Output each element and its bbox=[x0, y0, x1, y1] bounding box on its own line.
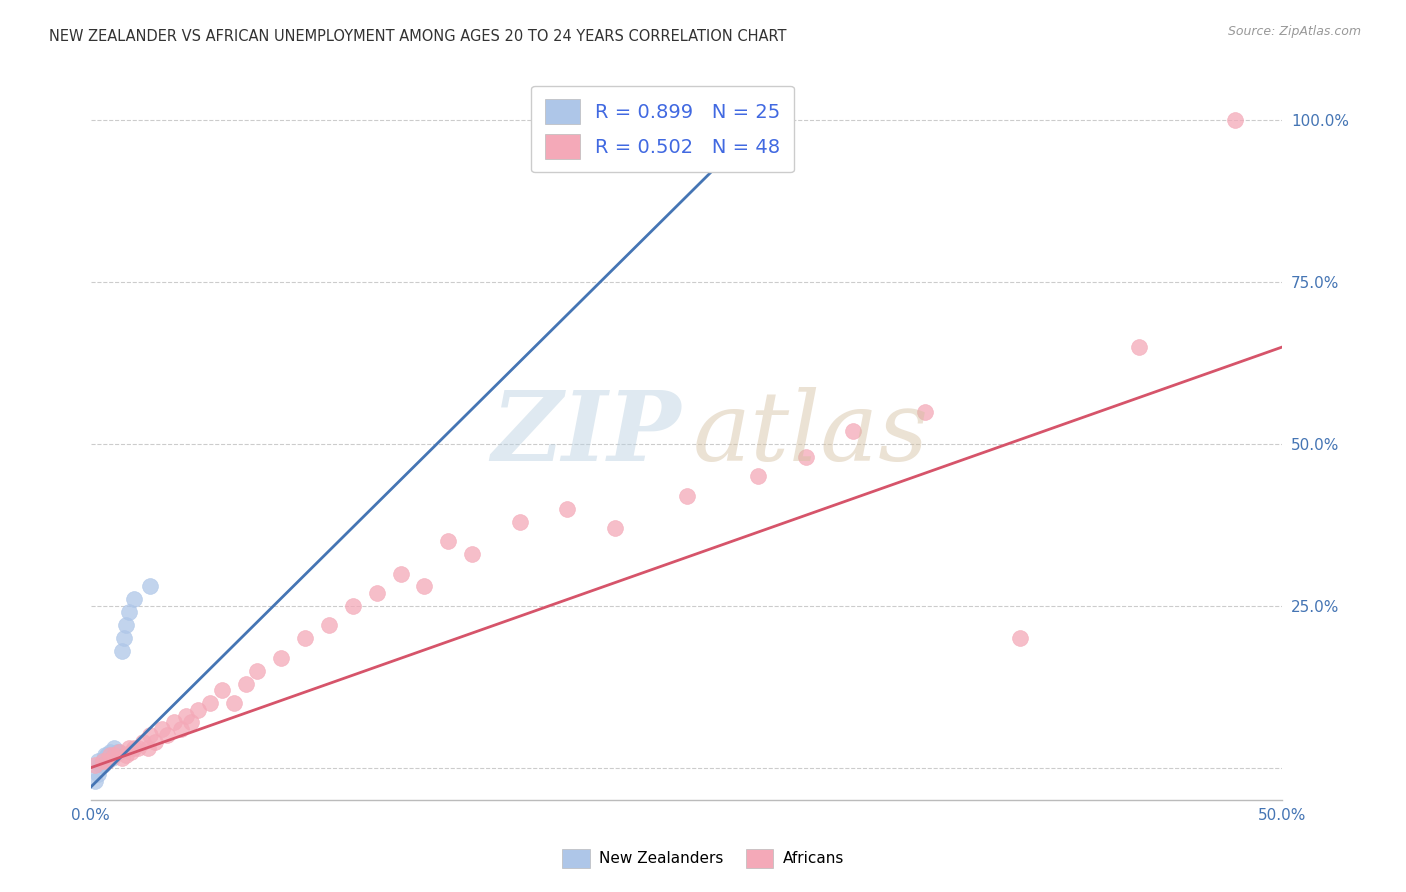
Point bbox=[509, 515, 531, 529]
Point bbox=[270, 650, 292, 665]
Point bbox=[110, 751, 132, 765]
Point bbox=[557, 501, 579, 516]
Point bbox=[1010, 632, 1032, 646]
Point bbox=[914, 405, 936, 419]
Point bbox=[366, 586, 388, 600]
Point bbox=[96, 754, 118, 768]
Point bbox=[156, 728, 179, 742]
Point bbox=[122, 741, 145, 756]
Point bbox=[187, 702, 209, 716]
Point bbox=[118, 606, 141, 620]
Point bbox=[91, 754, 114, 768]
Text: Source: ZipAtlas.com: Source: ZipAtlas.com bbox=[1227, 25, 1361, 38]
Legend: R = 0.899   N = 25, R = 0.502   N = 48: R = 0.899 N = 25, R = 0.502 N = 48 bbox=[531, 86, 794, 172]
Point bbox=[318, 618, 340, 632]
Point bbox=[96, 747, 118, 762]
Point bbox=[94, 747, 117, 762]
Point bbox=[120, 745, 142, 759]
Text: NEW ZEALANDER VS AFRICAN UNEMPLOYMENT AMONG AGES 20 TO 24 YEARS CORRELATION CHAR: NEW ZEALANDER VS AFRICAN UNEMPLOYMENT AM… bbox=[49, 29, 787, 44]
Point bbox=[103, 747, 125, 762]
Point bbox=[115, 618, 138, 632]
Point bbox=[437, 534, 460, 549]
Point bbox=[108, 745, 131, 759]
Point bbox=[723, 126, 745, 140]
Legend: New Zealanders, Africans: New Zealanders, Africans bbox=[555, 843, 851, 873]
Point bbox=[143, 735, 166, 749]
Point bbox=[84, 757, 107, 772]
Point bbox=[163, 715, 186, 730]
Point bbox=[675, 489, 697, 503]
Point bbox=[110, 644, 132, 658]
Point bbox=[118, 741, 141, 756]
Text: atlas: atlas bbox=[693, 387, 928, 482]
Point bbox=[222, 696, 245, 710]
Point bbox=[174, 709, 197, 723]
Point bbox=[115, 747, 138, 762]
Point bbox=[87, 754, 110, 768]
Point bbox=[91, 757, 114, 772]
Point bbox=[150, 722, 173, 736]
Point bbox=[101, 747, 124, 762]
Point bbox=[98, 747, 121, 762]
Point bbox=[96, 754, 118, 768]
Point bbox=[180, 715, 202, 730]
Point bbox=[235, 676, 257, 690]
Point bbox=[342, 599, 364, 613]
Point bbox=[103, 747, 125, 762]
Point bbox=[170, 722, 193, 736]
Point bbox=[105, 745, 128, 759]
Point bbox=[389, 566, 412, 581]
Point bbox=[127, 741, 149, 756]
Point bbox=[139, 579, 162, 593]
Point bbox=[98, 751, 121, 765]
Point bbox=[136, 741, 159, 756]
Point bbox=[112, 632, 135, 646]
Point bbox=[794, 450, 817, 464]
Point bbox=[139, 728, 162, 742]
Point bbox=[198, 696, 221, 710]
Point bbox=[122, 592, 145, 607]
Point bbox=[413, 579, 436, 593]
Point bbox=[211, 683, 233, 698]
Point bbox=[1223, 113, 1246, 128]
Point bbox=[108, 745, 131, 759]
Point bbox=[89, 757, 111, 772]
Point bbox=[246, 664, 269, 678]
Point bbox=[842, 424, 865, 438]
Point bbox=[294, 632, 316, 646]
Point bbox=[461, 547, 484, 561]
Point bbox=[91, 754, 114, 768]
Point bbox=[1128, 340, 1150, 354]
Point bbox=[98, 745, 121, 759]
Point bbox=[87, 767, 110, 781]
Point bbox=[132, 735, 155, 749]
Point bbox=[103, 741, 125, 756]
Point bbox=[101, 751, 124, 765]
Point bbox=[603, 521, 626, 535]
Point bbox=[94, 751, 117, 765]
Point bbox=[84, 773, 107, 788]
Point bbox=[747, 469, 769, 483]
Text: ZIP: ZIP bbox=[491, 387, 681, 482]
